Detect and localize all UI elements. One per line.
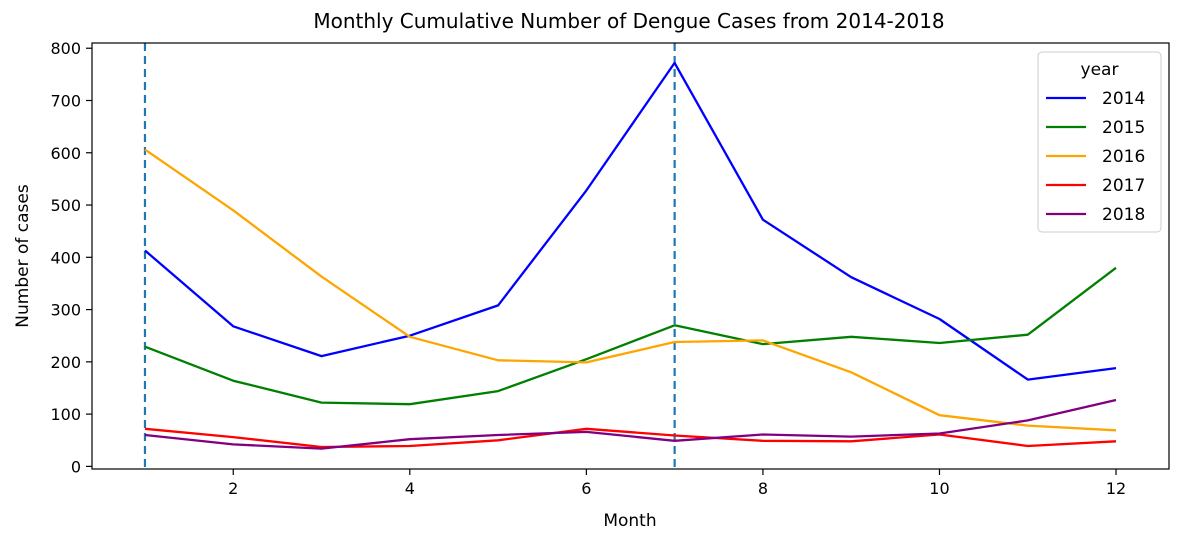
legend-label-2015: 2015	[1102, 118, 1145, 138]
y-tick-label: 300	[50, 301, 81, 320]
legend-label-2014: 2014	[1102, 89, 1145, 109]
x-tick-label: 8	[758, 479, 768, 498]
x-tick-label: 6	[581, 479, 591, 498]
y-tick-label: 800	[50, 39, 81, 58]
x-tick-label: 12	[1106, 479, 1126, 498]
series-line-2016	[144, 148, 1117, 432]
y-tick-label: 200	[50, 353, 81, 372]
legend-title: year	[1081, 60, 1119, 80]
plot-area	[143, 43, 1117, 469]
chart-title: Monthly Cumulative Number of Dengue Case…	[313, 9, 944, 33]
y-tick-label: 600	[50, 144, 81, 163]
x-tick-label: 4	[405, 479, 415, 498]
plot-frame	[91, 42, 1170, 470]
x-axis-label: Month	[603, 511, 656, 531]
x-tick-label: 2	[228, 479, 238, 498]
y-tick-label: 400	[50, 248, 81, 267]
series-line-2017	[144, 427, 1117, 449]
axes: 2 4 6 8 10 12 0 100 200 300 400 500 600 700 800	[50, 39, 1126, 498]
y-tick-label: 500	[50, 196, 81, 215]
series-line-2018	[144, 398, 1117, 450]
y-tick-label: 700	[50, 91, 81, 110]
series-line-2014	[144, 61, 1117, 381]
y-tick-label: 0	[71, 457, 81, 476]
y-axis-label: Number of cases	[13, 184, 33, 328]
legend: year 2014 2015 2016 2017 2018	[1037, 51, 1162, 233]
legend-label-2018: 2018	[1102, 205, 1145, 225]
legend-label-2017: 2017	[1102, 176, 1145, 196]
y-tick-label: 100	[50, 405, 81, 424]
series-line-2015	[144, 266, 1117, 406]
x-tick-label: 10	[929, 479, 949, 498]
legend-label-2016: 2016	[1102, 147, 1145, 167]
